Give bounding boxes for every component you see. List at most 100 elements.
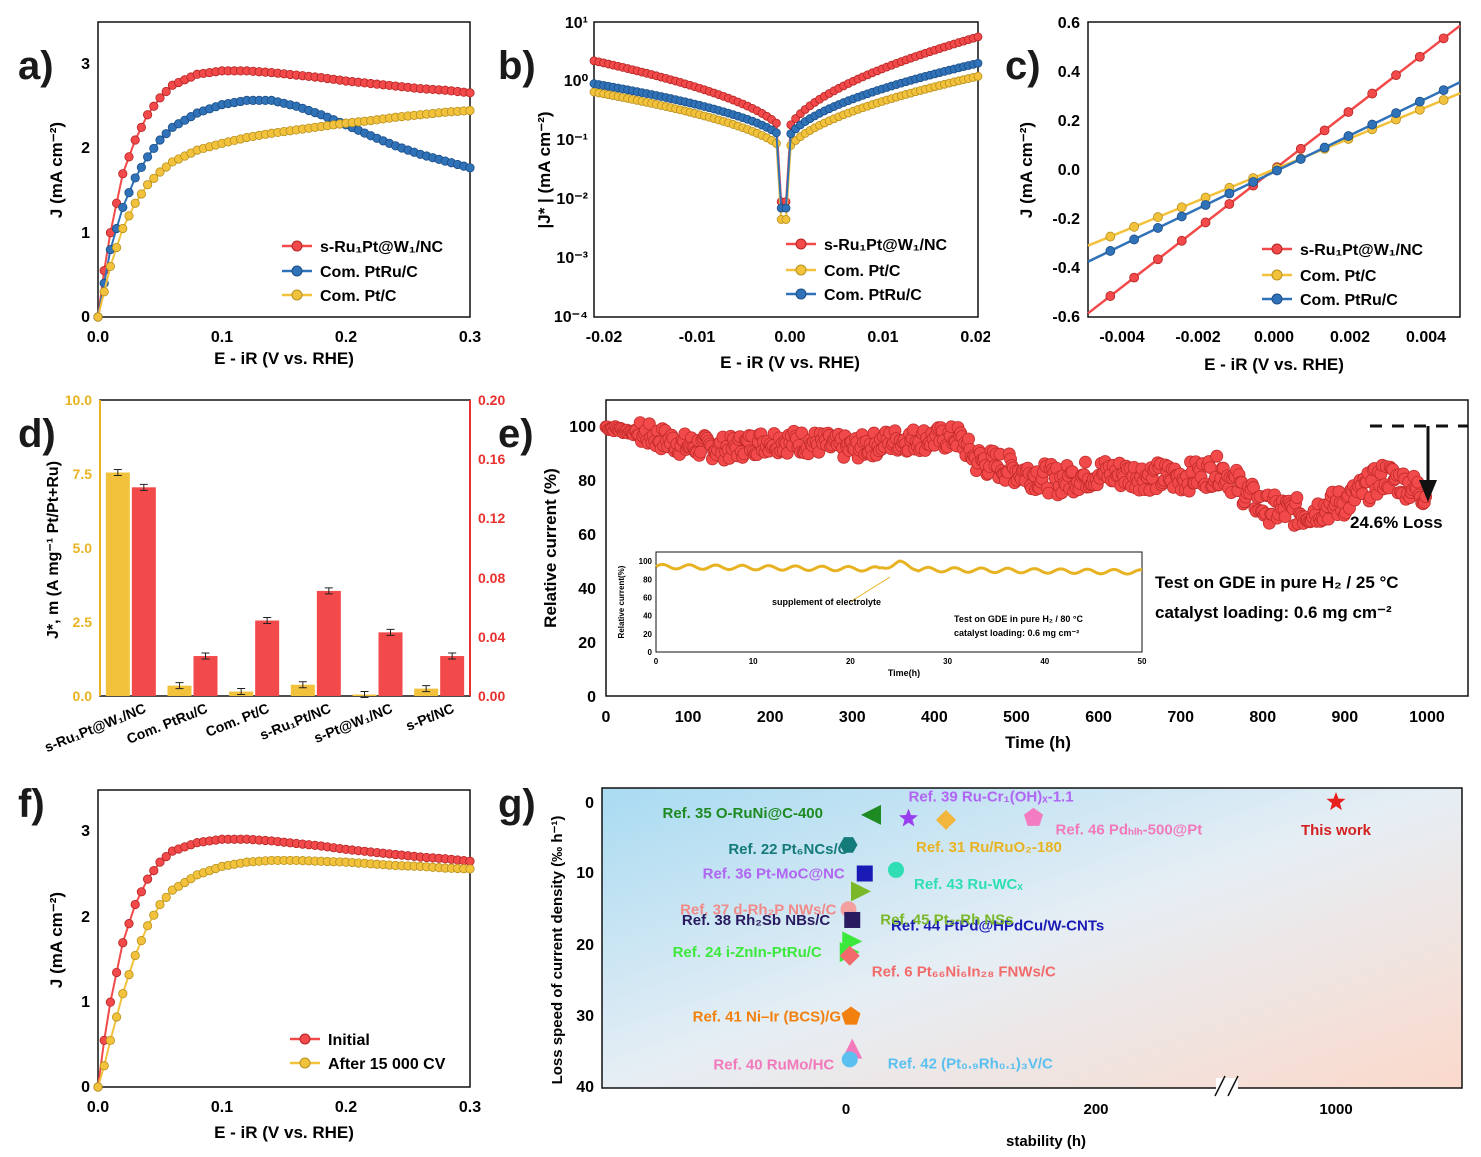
y-ticks: 10⁻⁴ 10⁻³ 10⁻² 10⁻¹ 10⁰ 10¹ [554,15,589,326]
data-point [161,129,171,139]
bar-exchange-current [440,656,465,696]
x-tick-label: 0.2 [335,329,357,346]
data-point [1319,125,1330,136]
x-tick-label: -0.002 [1175,329,1220,346]
x-ticks: -0.004 -0.002 0.000 0.002 0.004 [1099,329,1446,346]
y-tick-label: 0.6 [1058,15,1080,32]
benchmark-label: Ref. 37 d-Rh₂P NWs/C [680,901,837,918]
data-point [93,312,103,322]
data-point [124,969,134,980]
x-tick-label: 700 [1167,709,1194,726]
benchmark-label: Ref. 39 Ru-Cr₁(OH)ₓ-1.1 [909,788,1074,805]
y-tick-label: 10⁻² [556,191,588,208]
data-point [1414,51,1425,62]
y-tick-label: 0.0 [73,688,93,704]
panel-tag-a: a) [18,44,54,88]
x-tick-label: 0.0 [87,329,109,346]
data-point [1105,231,1116,242]
x-tick-label: 0.3 [459,1099,481,1116]
y-tick-label: 10⁻⁴ [554,309,588,326]
y-tick-label: 10⁰ [564,73,589,90]
legend-label: After 15 000 CV [328,1056,446,1073]
x-tick-label: 0.00 [774,329,805,346]
benchmark-marker [1326,792,1346,811]
inset-x-ticks: 0 10 20 30 40 50 [654,657,1147,666]
data-point [1290,491,1304,504]
inset-x-tick-label: 30 [943,657,952,666]
data-point [155,93,165,103]
benchmark-label: Ref. 22 Pt₆NCs/C [728,841,848,858]
bar-mass-activity [290,684,315,696]
benchmark-marker [841,1051,858,1068]
reference-points: Ref. 35 O-RuNi@C-400 Ref. 39 Ru-Cr₁(OH)ₓ-… [663,788,1372,1073]
inset-y-tick-label: 60 [643,593,652,602]
y-tick-label: 10⁻³ [556,250,588,267]
bar-group [105,469,465,699]
data-point [694,445,707,459]
x-tick-label: 800 [1249,709,1276,726]
series-group [93,834,475,1092]
error-bar [237,688,246,696]
data-point [1200,200,1211,210]
plot-frame [593,21,979,318]
data-point [1224,199,1235,209]
x-tick-label: 0.1 [211,329,233,346]
data-point [1105,246,1116,256]
data-point [149,143,159,154]
inset-series-line [655,559,1143,576]
data-point [149,101,159,111]
x-axis-title: E - iR (V vs. RHE) [720,353,860,372]
y-tick-label: 0.12 [478,510,505,526]
chart-e: 0 100 200 300 400 500 600 700 800 900 1000 0 20 40… [541,399,1469,752]
bar-exchange-current [131,487,156,696]
data-point [99,1061,109,1071]
data-point [112,242,122,253]
data-point [1278,510,1292,524]
data-point [1391,108,1401,118]
data-point [161,162,171,172]
data-point [771,118,781,128]
data-point [118,202,128,213]
x-axis-title: E - iR (V vs. RHE) [1204,355,1344,374]
loss-arrow-head [1419,480,1437,502]
data-point [465,88,475,98]
data-point [781,215,791,224]
data-point [795,426,809,440]
y-tick-label: 0.2 [1058,113,1080,130]
data-point [112,198,122,208]
x-tick-label: 200 [757,709,784,726]
inset-x-tick-label: 10 [749,657,758,666]
data-point [465,856,475,866]
x-tick-label: 0.0 [87,1099,109,1116]
data-point [1176,235,1187,246]
x-ticks: 0 100 200 300 400 500 600 700 800 900 1000 [602,709,1445,726]
data-point [112,1012,122,1022]
data-point [155,857,165,867]
series-line [97,838,471,1088]
x-tick-label: 600 [1085,709,1112,726]
legend-label: Com. PtRu/C [824,287,922,304]
error-bar [113,469,122,477]
benchmark-marker [1023,807,1044,826]
x-tick-label: 0 [602,709,611,726]
x-ticks: 0.0 0.1 0.2 0.3 [87,329,481,346]
bar-exchange-current [193,656,218,696]
y-tick-label: 0.4 [1058,64,1080,81]
chart-f: 0.0 0.1 0.2 0.3 0 1 2 3 E - iR (V vs. RH… [47,789,481,1142]
bar-mass-activity [414,688,439,696]
data-point [1200,217,1211,228]
series-group [1087,24,1461,315]
data-point [149,866,159,876]
y-tick-label: 3 [81,56,90,73]
loss-annotation: 24.6% Loss [1350,513,1443,532]
series-group [93,66,475,322]
data-point [161,892,171,902]
panel-tag-d: d) [18,412,56,456]
data-point [1414,104,1425,115]
data-point [130,950,140,961]
benchmark-marker [839,945,860,966]
data-point [1248,177,1259,187]
y-axis-title: J*, m (A mg⁻¹ Pt/Pt+Ru) [45,461,62,639]
data-point [465,163,475,173]
